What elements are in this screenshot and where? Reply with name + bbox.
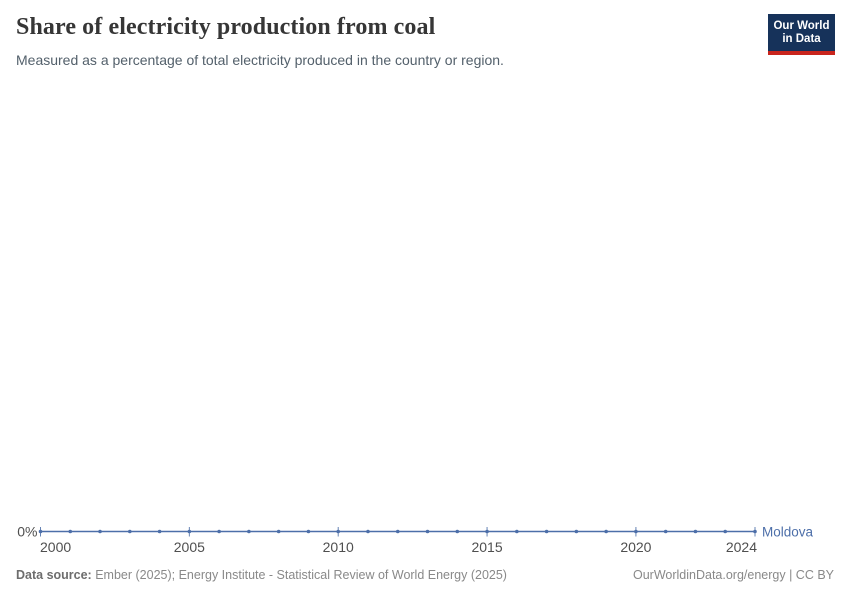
data-point-marker[interactable]: [217, 529, 221, 534]
data-point-marker[interactable]: [515, 529, 519, 534]
data-point-marker[interactable]: [604, 529, 608, 534]
data-source-note: Data source: Ember (2025); Energy Instit…: [16, 568, 507, 582]
page-title: Share of electricity production from coa…: [16, 14, 436, 40]
data-point-marker[interactable]: [187, 529, 192, 534]
owid-logo-line2: in Data: [782, 32, 821, 45]
data-source-text: Ember (2025); Energy Institute - Statist…: [95, 568, 507, 582]
owid-logo[interactable]: Our World in Data: [768, 14, 835, 55]
data-point-marker[interactable]: [693, 529, 698, 534]
data-point-marker[interactable]: [425, 529, 430, 534]
data-point-marker[interactable]: [128, 529, 132, 534]
data-point-marker[interactable]: [336, 529, 341, 534]
owid-url-license[interactable]: OurWorldinData.org/energy | CC BY: [632, 568, 834, 582]
data-point-marker[interactable]: [68, 529, 73, 534]
x-axis-tick-label: 2024: [726, 539, 757, 555]
x-axis-tick-label: 2020: [620, 539, 651, 555]
data-point-marker[interactable]: [366, 529, 370, 534]
data-point-marker[interactable]: [663, 529, 668, 534]
x-axis-tick-label: 2015: [471, 539, 502, 555]
data-point-marker[interactable]: [544, 529, 549, 534]
x-axis-tick-label: 2000: [40, 539, 71, 555]
chart-subtitle: Measured as a percentage of total electr…: [16, 52, 504, 68]
data-point-marker[interactable]: [485, 529, 489, 534]
x-axis-tick-label: 2010: [323, 539, 354, 555]
data-point-marker[interactable]: [306, 529, 311, 534]
owid-logo-line1: Our World: [773, 19, 830, 32]
data-point-marker[interactable]: [98, 529, 102, 534]
chart-footer: Data source: Ember (2025); Energy Instit…: [16, 568, 834, 582]
data-point-marker[interactable]: [247, 529, 251, 534]
data-point-marker[interactable]: [276, 529, 281, 534]
data-point-marker[interactable]: [157, 529, 162, 534]
y-axis-tick-label: 0%: [17, 524, 37, 540]
series-label[interactable]: Moldova: [762, 525, 814, 540]
data-point-marker[interactable]: [574, 529, 579, 534]
x-axis-tick-label: 2005: [174, 539, 205, 555]
data-point-marker[interactable]: [38, 529, 43, 534]
data-point-marker[interactable]: [395, 529, 400, 534]
data-point-marker[interactable]: [753, 529, 757, 534]
data-source-label: Data source:: [16, 568, 92, 582]
data-point-marker[interactable]: [723, 529, 728, 534]
data-point-marker[interactable]: [634, 529, 638, 534]
data-point-marker[interactable]: [455, 529, 460, 534]
